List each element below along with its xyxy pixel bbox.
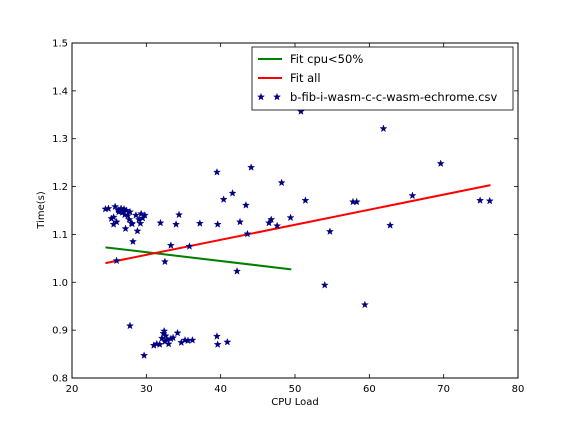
data-point xyxy=(213,340,222,348)
series-line-fit-cpu-lt-50 xyxy=(105,246,292,271)
x-tick-label: 60 xyxy=(363,384,376,395)
data-point xyxy=(185,242,194,250)
data-point xyxy=(436,159,445,167)
data-point xyxy=(213,220,222,228)
data-point xyxy=(112,256,121,265)
data-point xyxy=(156,218,165,227)
data-point xyxy=(121,224,130,233)
legend-marker xyxy=(273,92,281,101)
data-point xyxy=(137,209,146,218)
data-point xyxy=(119,207,128,216)
data-point xyxy=(188,336,197,344)
data-point xyxy=(164,339,173,348)
y-tick-label: 0.9 xyxy=(52,326,68,337)
data-point xyxy=(360,300,369,309)
x-tick-label: 40 xyxy=(214,384,227,395)
legend: Fit cpu<50% Fit all b-fib-i-wasm-c-c-wasm-… xyxy=(251,46,514,111)
data-point xyxy=(485,196,494,205)
x-tick-label: 80 xyxy=(512,384,525,395)
data-point xyxy=(273,221,282,230)
legend-label: Fit all xyxy=(290,71,321,85)
data-point xyxy=(126,321,134,330)
data-point xyxy=(286,213,295,222)
series-line-fit-all xyxy=(105,184,491,265)
data-point xyxy=(133,226,142,235)
y-tick-label: 1.4 xyxy=(52,86,68,97)
data-point xyxy=(408,191,417,200)
data-point xyxy=(228,189,237,197)
data-point xyxy=(123,211,132,220)
data-point xyxy=(125,215,134,223)
data-point xyxy=(352,197,361,206)
data-point xyxy=(476,196,485,204)
data-point xyxy=(219,195,228,203)
data-point xyxy=(136,219,145,227)
data-point xyxy=(325,227,334,235)
y-tick-label: 1.1 xyxy=(52,230,68,241)
x-tick-label: 50 xyxy=(289,384,302,395)
data-point xyxy=(223,337,232,346)
data-point xyxy=(247,163,256,171)
legend-box xyxy=(251,46,514,111)
data-point xyxy=(112,217,121,226)
data-point xyxy=(172,220,181,228)
data-point xyxy=(104,204,113,212)
x-tick-label: 20 xyxy=(66,384,79,395)
plot-marks xyxy=(101,107,494,359)
x-tick-label: 30 xyxy=(140,384,153,395)
y-tick-label: 1.2 xyxy=(52,182,68,193)
data-point xyxy=(166,241,175,249)
y-tick-label: 1.5 xyxy=(52,39,68,50)
data-point xyxy=(140,351,149,359)
legend-marker xyxy=(257,92,265,101)
data-point xyxy=(243,229,252,238)
data-point xyxy=(386,221,395,229)
data-point xyxy=(127,219,136,227)
data-point xyxy=(267,215,276,223)
data-point xyxy=(175,210,184,219)
data-point xyxy=(320,280,329,289)
data-point xyxy=(126,207,134,216)
x-axis-label: CPU Load xyxy=(271,397,319,408)
data-point xyxy=(195,219,204,227)
data-point xyxy=(236,217,244,226)
data-point xyxy=(155,340,164,348)
data-point xyxy=(379,124,388,133)
data-point xyxy=(277,178,286,187)
data-point xyxy=(111,202,120,211)
data-point xyxy=(161,331,170,340)
data-point xyxy=(212,332,221,340)
data-point xyxy=(212,168,221,176)
legend-label: b-fib-i-wasm-c-c-wasm-echrome.csv xyxy=(290,90,497,104)
axis-ticks: 20 30 40 50 60 70 80 0.8 0.9 1.0 1.1 1.2 1.3 1.4 1.5 xyxy=(52,39,524,396)
y-tick-label: 1.0 xyxy=(52,278,68,289)
y-tick-label: 0.8 xyxy=(52,374,68,385)
data-point xyxy=(128,237,137,245)
y-axis-label: Time(s) xyxy=(36,191,47,230)
data-point xyxy=(160,257,169,266)
data-point xyxy=(301,196,310,204)
data-point xyxy=(109,213,118,221)
x-tick-label: 70 xyxy=(437,384,450,395)
data-point xyxy=(169,333,178,342)
data-point xyxy=(131,211,140,219)
data-point xyxy=(160,326,169,335)
y-tick-label: 1.3 xyxy=(52,134,68,145)
legend-label: Fit cpu<50% xyxy=(290,52,363,66)
data-point xyxy=(173,328,182,337)
data-point xyxy=(233,267,241,275)
data-point xyxy=(140,211,149,219)
data-point xyxy=(241,201,250,209)
